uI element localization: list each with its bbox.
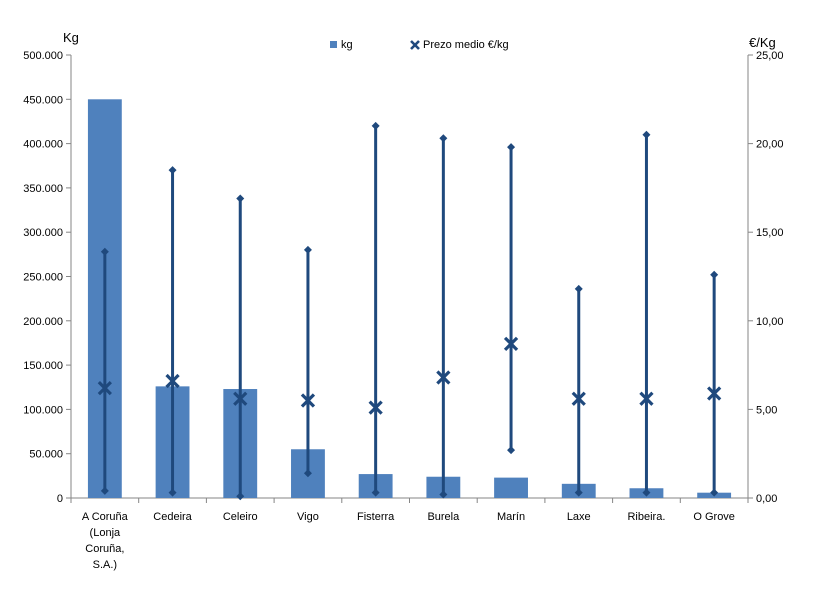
price-average-marker (436, 370, 451, 385)
legend: kg Prezo medio €/kg (330, 39, 509, 51)
price-high-marker (439, 134, 448, 143)
right-axis-title: €/Kg (749, 35, 776, 50)
price-ranges (97, 121, 722, 501)
price-average-marker (571, 391, 586, 406)
price-average-marker (707, 386, 722, 401)
left-tick-label: 100.000 (23, 404, 63, 416)
left-tick-label: 250.000 (23, 272, 63, 284)
tick-labels: 0 50.000 100.000 150.000 200.000 250.000 300.0… (23, 50, 783, 571)
category-label: Marín (497, 511, 525, 523)
price-high-marker (168, 166, 177, 175)
price-low-marker (236, 492, 245, 501)
price-low-marker (168, 488, 177, 497)
left-tick-label: 300.000 (23, 227, 63, 239)
left-tick-label: 350.000 (23, 183, 63, 195)
legend-label-price: Prezo medio €/kg (423, 39, 509, 51)
price-low-marker (100, 486, 109, 495)
category-label: Ribeira. (627, 511, 665, 523)
price-low-marker (439, 490, 448, 499)
price-low-marker (642, 488, 651, 497)
left-tick-label: 500.000 (23, 50, 63, 62)
price-high-marker (642, 130, 651, 139)
bar-kg (494, 477, 528, 498)
right-tick-label: 5,00 (756, 404, 777, 416)
right-tick-label: 15,00 (756, 227, 784, 239)
left-tick-label: 450.000 (23, 94, 63, 106)
left-axis-title: Kg (63, 30, 79, 45)
right-tick-label: 0,00 (756, 493, 777, 505)
price-average-marker (503, 336, 519, 351)
price-average-marker (165, 373, 180, 389)
price-average-marker (300, 393, 316, 408)
left-tick-label: 150.000 (23, 360, 63, 372)
right-tick-label: 25,00 (756, 50, 784, 62)
price-low-marker (303, 469, 312, 478)
price-high-marker (100, 247, 109, 256)
price-low-marker (371, 488, 380, 497)
right-tick-label: 10,00 (756, 316, 784, 328)
price-low-marker (710, 488, 719, 497)
price-high-marker (371, 121, 380, 130)
left-tick-label: 400.000 (23, 139, 63, 151)
category-label: Celeiro (223, 511, 258, 523)
category-label: Cedeira (153, 511, 192, 523)
price-average-marker (368, 400, 383, 415)
category-label: A Coruña (Lonja Coruña, S.A.) (82, 511, 129, 571)
price-high-marker (236, 194, 245, 203)
price-high-marker (710, 270, 719, 279)
category-label: Burela (427, 511, 460, 523)
category-label: O Grove (693, 511, 735, 523)
price-low-marker (574, 488, 583, 497)
category-label: Vigo (297, 511, 319, 523)
legend-label-kg: kg (341, 39, 353, 51)
legend-marker-x-icon (410, 40, 420, 50)
left-tick-label: 50.000 (29, 449, 63, 461)
left-tick-label: 200.000 (23, 316, 63, 328)
price-average-marker (97, 381, 112, 396)
right-tick-label: 20,00 (756, 139, 784, 151)
price-average-marker (233, 391, 248, 406)
legend-swatch-kg (330, 41, 337, 48)
price-low-marker (507, 446, 516, 455)
category-label: Fisterra (357, 511, 395, 523)
category-label: Laxe (567, 511, 591, 523)
price-average-marker (639, 391, 654, 406)
bars-kg (87, 99, 732, 499)
price-high-marker (574, 284, 583, 293)
left-tick-label: 0 (57, 493, 63, 505)
price-high-marker (303, 245, 312, 254)
price-high-marker (507, 143, 516, 152)
